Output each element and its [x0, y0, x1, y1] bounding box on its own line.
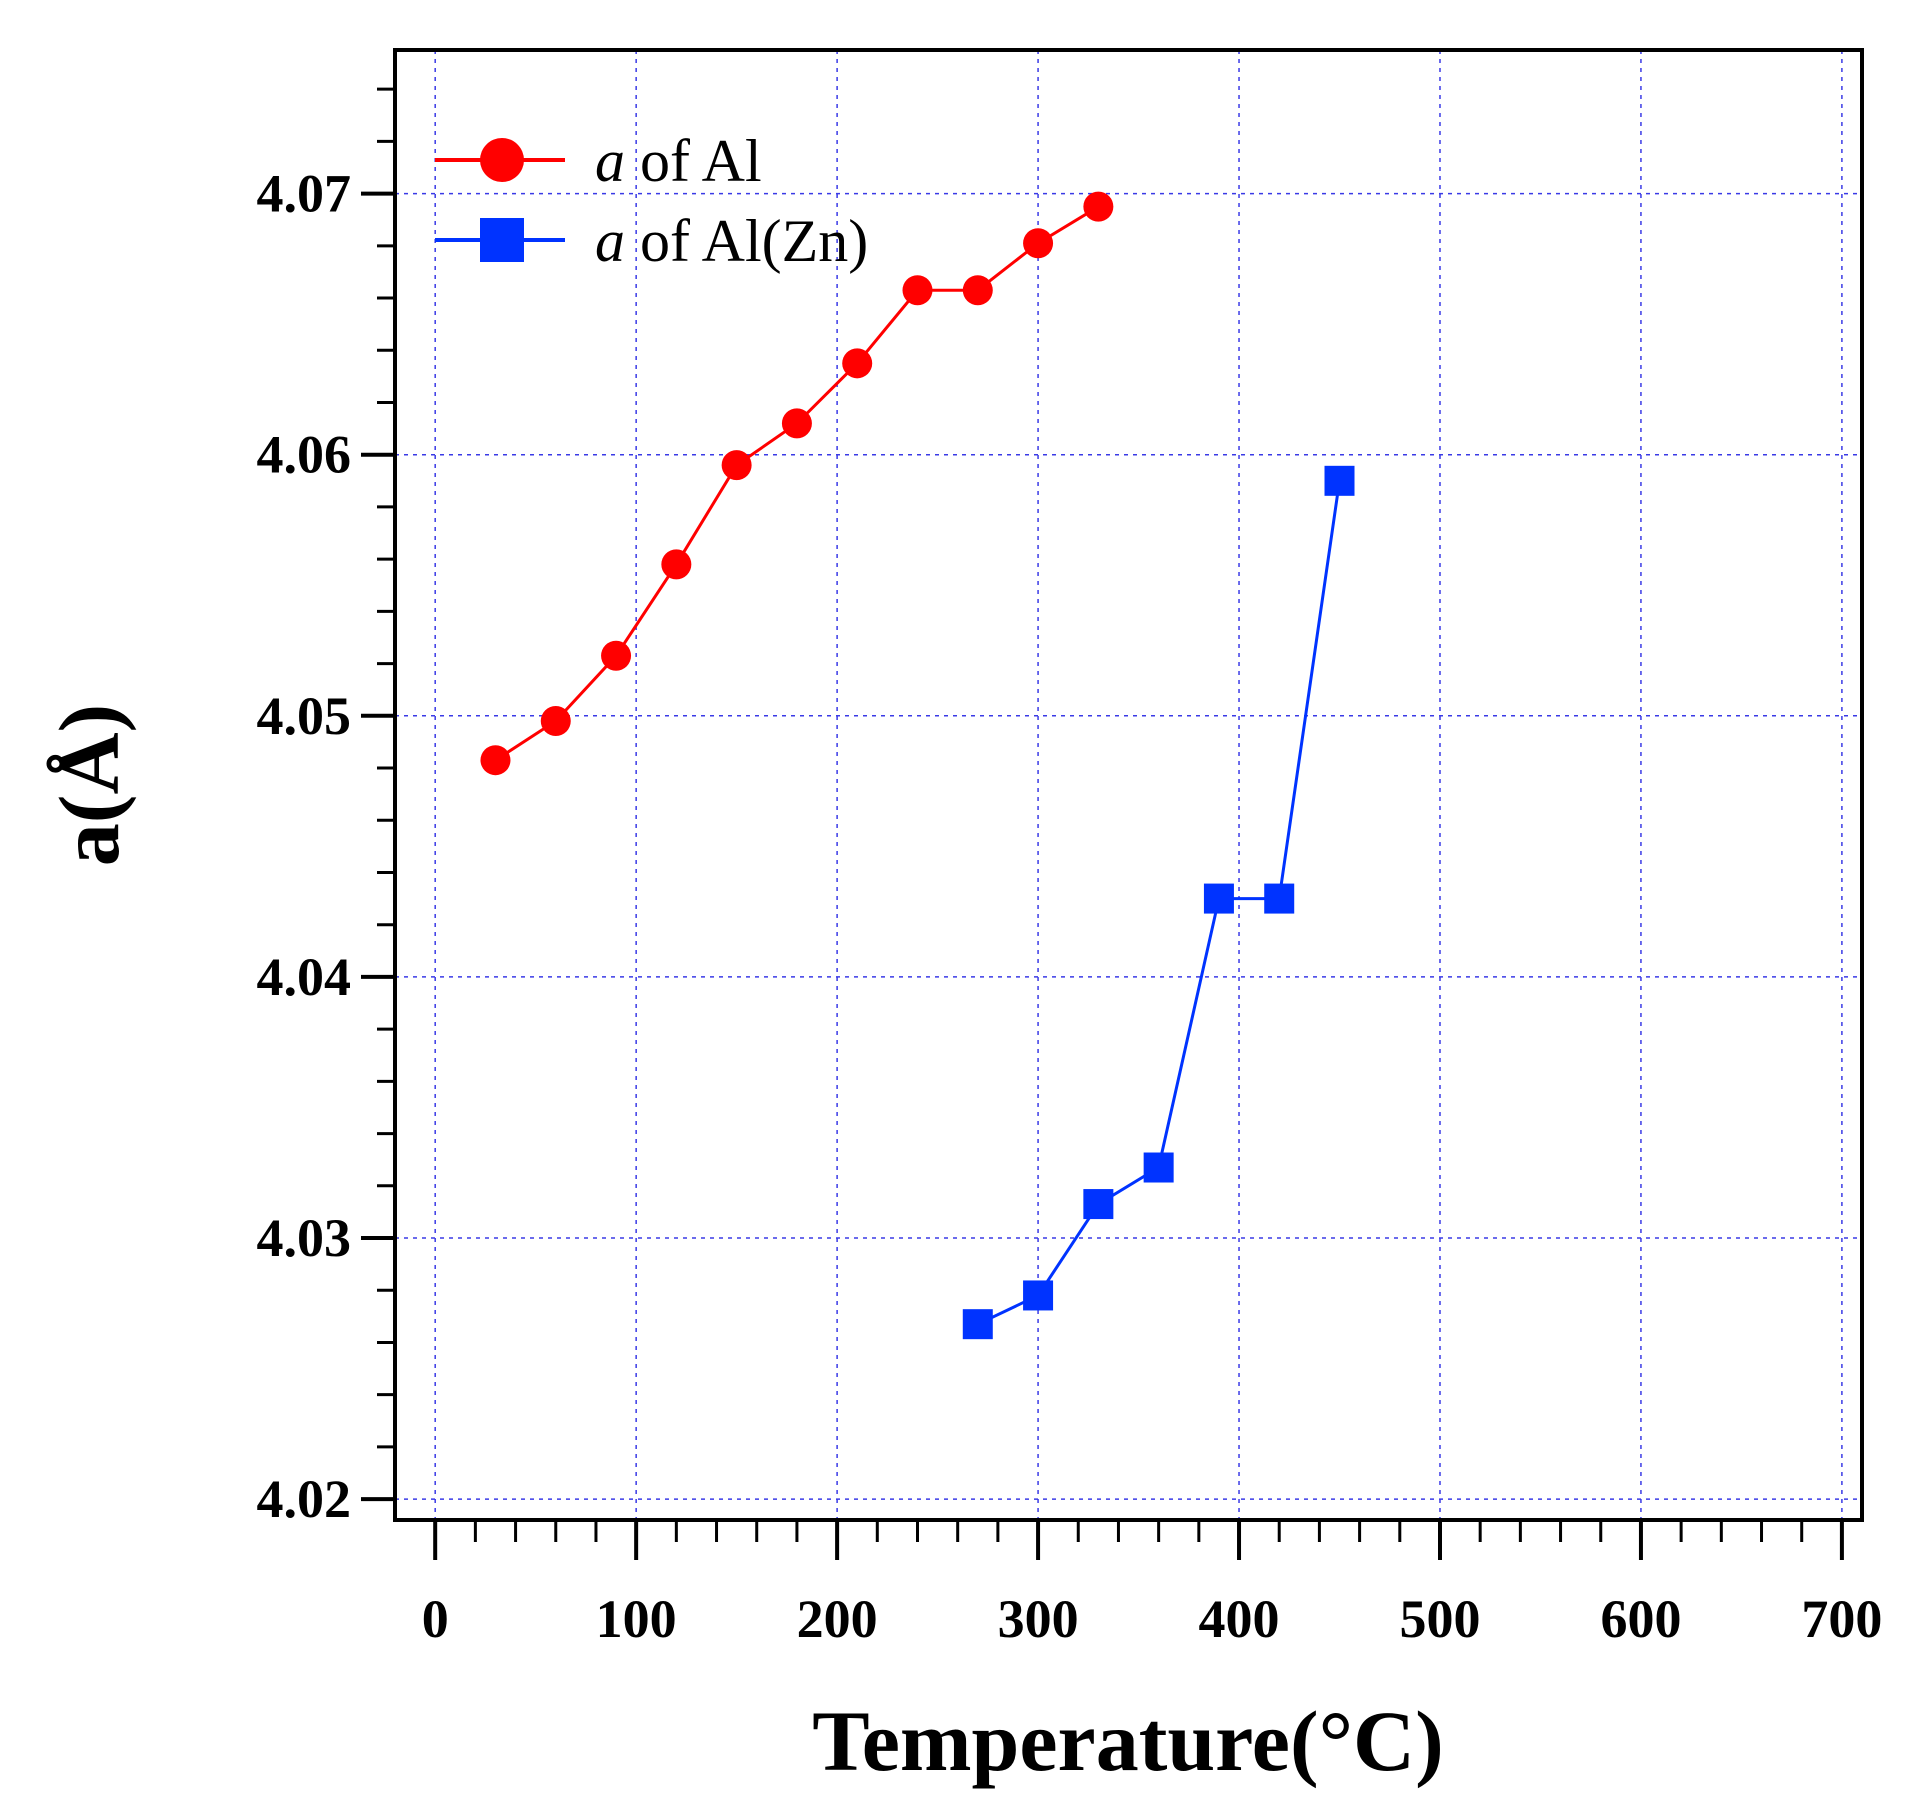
legend: a of Al a of Al(Zn): [435, 128, 868, 274]
data-point: [781, 408, 812, 439]
data-point: [1143, 1152, 1174, 1183]
legend-label-alzn-rest: of Al(Zn): [625, 208, 868, 274]
series-1: [962, 465, 1355, 1340]
x-tick-label: 400: [1199, 1589, 1280, 1649]
x-tick-label: 200: [797, 1589, 878, 1649]
plot-frame: [393, 48, 1864, 1522]
x-tick-label: 100: [596, 1589, 677, 1649]
x-tick-labels: 0 100 200 300 400 500 600 700: [422, 1589, 1883, 1649]
series-layer: [480, 191, 1355, 1340]
data-point: [721, 450, 752, 481]
x-axis-title: Temperature(°C): [812, 1693, 1443, 1789]
y-tick-label: 4.03: [257, 1208, 352, 1268]
legend-label-alzn: a of Al(Zn): [595, 208, 868, 274]
data-point: [1023, 1280, 1054, 1311]
data-point: [1083, 1189, 1114, 1220]
data-point: [1324, 465, 1355, 496]
legend-label-al-rest: of Al: [625, 128, 762, 194]
major-ticks: [361, 191, 1844, 1560]
y-tick-label: 4.05: [257, 686, 352, 746]
y-tick-label: 4.02: [257, 1469, 352, 1529]
data-point: [962, 275, 993, 306]
data-point: [1083, 191, 1114, 222]
data-point: [962, 1309, 993, 1340]
y-tick-label: 4.06: [257, 425, 352, 485]
y-tick-label: 4.04: [257, 947, 352, 1007]
data-point: [1023, 228, 1054, 259]
x-tick-label: 0: [422, 1589, 449, 1649]
y-tick-labels: 4.02 4.03 4.04 4.05 4.06 4.07: [257, 164, 352, 1530]
y-tick-label: 4.07: [257, 164, 352, 224]
legend-label-al-italic: a: [595, 128, 625, 194]
data-point: [1264, 883, 1295, 914]
y-axis-title: a(Å): [41, 704, 137, 866]
x-tick-label: 500: [1399, 1589, 1480, 1649]
x-tick-label: 300: [998, 1589, 1079, 1649]
data-point: [1203, 883, 1234, 914]
data-point: [661, 549, 692, 580]
x-tick-label: 700: [1801, 1589, 1882, 1649]
grid-lines: [395, 50, 1862, 1520]
data-point: [902, 275, 933, 306]
data-point: [601, 640, 632, 671]
series-0: [480, 191, 1114, 776]
data-point: [480, 745, 511, 776]
legend-label-alzn-italic: a: [595, 208, 625, 274]
legend-label-al: a of Al: [595, 128, 762, 194]
legend-marker-al: [480, 138, 524, 182]
x-tick-label: 600: [1600, 1589, 1681, 1649]
data-point: [842, 348, 873, 379]
legend-marker-alzn: [480, 218, 524, 262]
data-point: [540, 706, 571, 737]
